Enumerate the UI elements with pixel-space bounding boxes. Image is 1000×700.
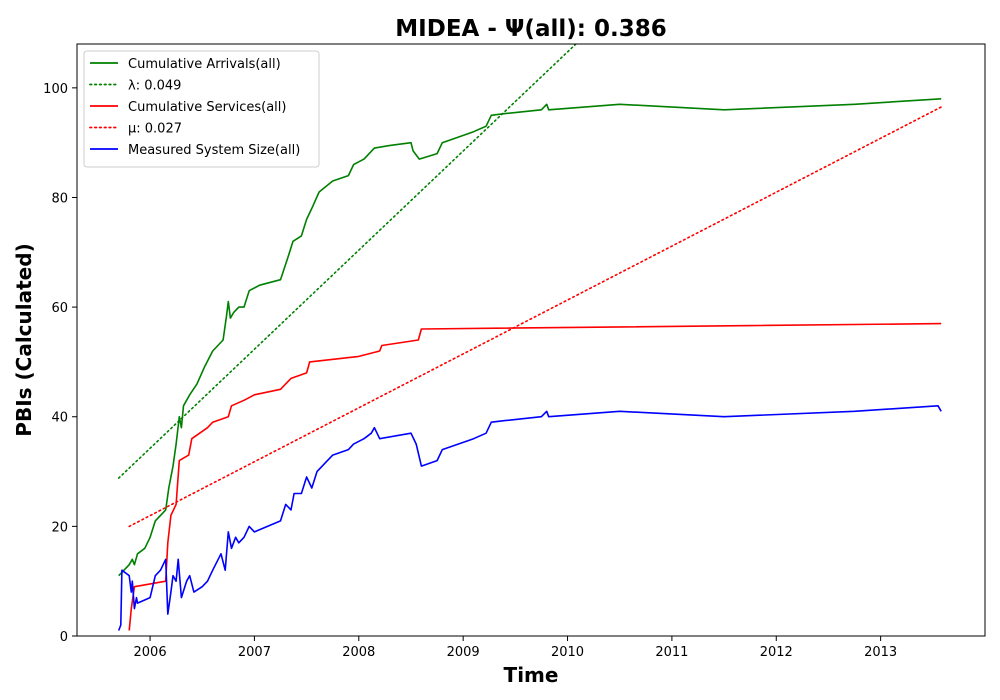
y-tick-label-1: 20	[51, 520, 68, 535]
x-tick-label-0: 2006	[134, 645, 167, 660]
y-tick-label-3: 60	[51, 301, 68, 316]
legend: Cumulative Arrivals(all) λ: 0.049 Cumulati…	[84, 51, 319, 167]
y-tick-label-5: 100	[43, 82, 68, 97]
y-tick-label-2: 40	[51, 411, 68, 426]
y-tick-label-0: 0	[60, 630, 68, 645]
y-axis-label: PBIs (Calculated)	[12, 243, 36, 436]
x-axis-label: Time	[504, 663, 559, 687]
legend-label-1: λ: 0.049	[128, 79, 181, 94]
x-tick-label-3: 2009	[447, 645, 480, 660]
x-tick-label-6: 2012	[760, 645, 793, 660]
legend-label-3: μ: 0.027	[128, 122, 182, 137]
x-tick-label-4: 2010	[551, 645, 584, 660]
legend-label-4: Measured System Size(all)	[128, 143, 300, 158]
x-tick-label-7: 2013	[864, 645, 897, 660]
x-tick-label-2: 2008	[342, 645, 375, 660]
legend-label-2: Cumulative Services(all)	[128, 100, 286, 115]
x-tick-label-1: 2007	[238, 645, 271, 660]
chart-title: MIDEA - Ψ(all): 0.386	[395, 16, 666, 42]
legend-label-0: Cumulative Arrivals(all)	[128, 57, 281, 72]
x-tick-label-5: 2011	[655, 645, 688, 660]
y-tick-label-4: 80	[51, 191, 68, 206]
